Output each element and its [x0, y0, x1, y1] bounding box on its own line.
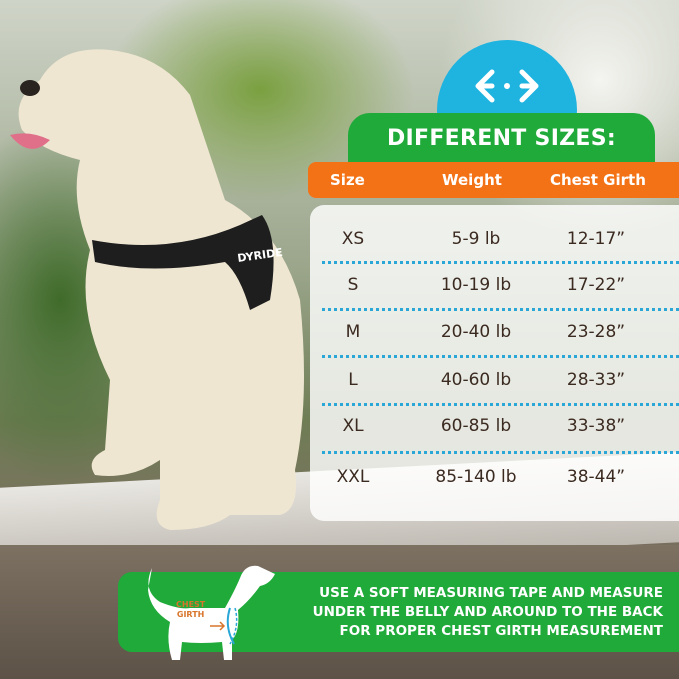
row-divider — [322, 355, 679, 358]
col-size: Size — [330, 171, 365, 189]
col-chest-girth: Chest Girth — [550, 171, 646, 189]
table-row: XL 60-85 lb 33-38” — [342, 416, 626, 436]
instructions-text: USE A SOFT MEASURING TAPE AND MEASURE UND… — [312, 585, 663, 639]
chest-girth-label: CHEST GIRTH — [176, 600, 206, 619]
svg-text:DYRIDE: DYRIDE — [237, 246, 284, 265]
dog-silhouette-icon — [148, 565, 275, 660]
table-row: L 40-60 lb 28-33” — [348, 370, 626, 390]
table-row: XS 5-9 lb 12-17” — [341, 229, 626, 249]
width-arrows-icon — [475, 69, 539, 103]
row-divider — [322, 308, 679, 311]
table-row: S 10-19 lb 17-22” — [347, 275, 626, 295]
table-row: XXL 85-140 lb 38-44” — [336, 467, 626, 487]
table-row: M 20-40 lb 23-28” — [345, 322, 626, 342]
col-weight: Weight — [442, 171, 502, 189]
title-banner: DIFFERENT SIZES: — [348, 113, 655, 163]
row-divider — [322, 261, 679, 264]
table-header: Size Weight Chest Girth — [308, 162, 679, 198]
row-divider — [322, 403, 679, 406]
row-divider — [322, 451, 679, 454]
size-table: XS 5-9 lb 12-17” S 10-19 lb 17-22” M 20-40 lb… — [310, 205, 679, 521]
